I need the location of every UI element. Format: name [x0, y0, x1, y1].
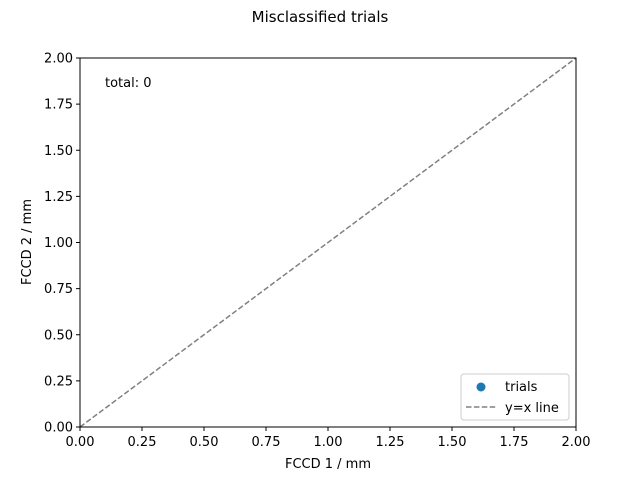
y-axis-label: FCCD 2 / mm — [20, 199, 35, 285]
y-tick-label: 0.00 — [44, 421, 73, 436]
total-annotation: total: 0 — [105, 76, 152, 91]
y-tick-label: 0.50 — [44, 328, 73, 343]
y-tick-label: 1.50 — [44, 144, 73, 159]
x-tick-label: 2.00 — [562, 435, 591, 450]
x-tick-label: 0.00 — [66, 435, 95, 450]
x-axis-label: FCCD 1 / mm — [285, 457, 371, 472]
legend-box — [460, 373, 570, 421]
y-axis-ticks: 0.00 0.25 0.50 0.75 1.00 1.25 1.50 1.75 2.00 — [44, 52, 80, 436]
x-axis-ticks: 0.00 0.25 0.50 0.75 1.00 1.25 1.50 1.75 2.00 — [66, 427, 591, 450]
y-tick-label: 1.75 — [44, 98, 73, 113]
y-tick-label: 0.25 — [44, 374, 73, 389]
y-tick-label: 1.25 — [44, 190, 73, 205]
chart-title: Misclassified trials — [252, 8, 389, 26]
legend-label-yx-line: y=x line — [505, 401, 559, 416]
x-tick-label: 0.50 — [190, 435, 219, 450]
y-tick-label: 1.00 — [44, 236, 73, 251]
legend-label-trials: trials — [505, 380, 538, 395]
legend: trials y=x line — [460, 373, 570, 421]
x-tick-label: 1.25 — [376, 435, 405, 450]
x-tick-label: 0.75 — [252, 435, 281, 450]
plot-frame — [79, 57, 577, 428]
x-tick-label: 1.00 — [314, 435, 343, 450]
y-equals-x-line — [79, 57, 577, 428]
legend-marker-trials — [476, 382, 486, 392]
x-tick-label: 1.75 — [500, 435, 529, 450]
y-tick-label: 2.00 — [44, 52, 73, 67]
x-tick-label: 0.25 — [128, 435, 157, 450]
x-tick-label: 1.50 — [438, 435, 467, 450]
y-tick-label: 0.75 — [44, 282, 73, 297]
